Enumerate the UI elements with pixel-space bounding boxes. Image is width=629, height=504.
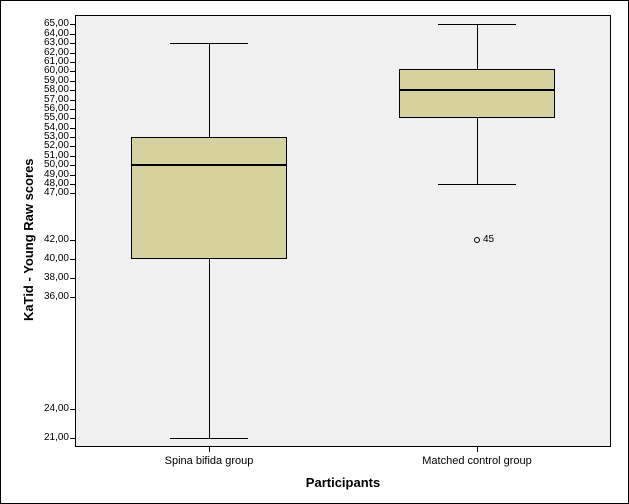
y-tick-mark	[70, 100, 75, 101]
y-tick-label: 36,00	[35, 291, 69, 302]
y-tick-mark	[70, 43, 75, 44]
y-tick-label: 24,00	[35, 403, 69, 414]
boxplot-whisker-cap-upper	[438, 24, 516, 25]
y-tick-label: 42,00	[35, 234, 69, 245]
y-tick-mark	[70, 193, 75, 194]
x-axis-title: Participants	[306, 475, 380, 490]
y-tick-mark	[70, 184, 75, 185]
y-tick-label: 48,00	[35, 178, 69, 189]
boxplot-median	[131, 164, 287, 166]
y-tick-label: 21,00	[35, 432, 69, 443]
y-axis-title: KaTid - Young Raw scores	[21, 158, 36, 321]
y-tick-label: 40,00	[35, 253, 69, 264]
boxplot-whisker-cap-upper	[170, 43, 248, 44]
boxplot-box	[131, 137, 287, 259]
y-tick-mark	[70, 240, 75, 241]
y-tick-label: 49,00	[35, 169, 69, 180]
boxplot-whisker-upper	[477, 24, 478, 69]
y-tick-label: 53,00	[35, 131, 69, 142]
y-tick-label: 61,00	[35, 56, 69, 67]
boxplot-whisker-lower	[477, 118, 478, 184]
y-tick-mark	[70, 53, 75, 54]
y-tick-mark	[70, 165, 75, 166]
y-tick-mark	[70, 259, 75, 260]
y-tick-mark	[70, 81, 75, 82]
y-tick-mark	[70, 438, 75, 439]
boxplot-whisker-upper	[209, 43, 210, 137]
y-tick-mark	[70, 278, 75, 279]
y-tick-label: 62,00	[35, 47, 69, 58]
y-tick-mark	[70, 71, 75, 72]
y-tick-mark	[70, 34, 75, 35]
boxplot-whisker-cap-lower	[438, 184, 516, 185]
y-tick-label: 54,00	[35, 122, 69, 133]
y-tick-label: 55,00	[35, 112, 69, 123]
y-tick-label: 58,00	[35, 84, 69, 95]
y-tick-mark	[70, 24, 75, 25]
y-tick-label: 38,00	[35, 272, 69, 283]
x-category-label: Spina bifida group	[165, 455, 254, 467]
chart-container: KaTid - Young Raw scores Participants 21…	[0, 0, 629, 504]
x-category-label: Matched control group	[422, 455, 531, 467]
y-tick-label: 47,00	[35, 187, 69, 198]
y-tick-mark	[70, 118, 75, 119]
y-tick-mark	[70, 156, 75, 157]
y-tick-label: 56,00	[35, 103, 69, 114]
y-tick-mark	[70, 137, 75, 138]
y-tick-label: 65,00	[35, 18, 69, 29]
y-tick-label: 63,00	[35, 37, 69, 48]
y-tick-label: 64,00	[35, 28, 69, 39]
y-tick-label: 51,00	[35, 150, 69, 161]
y-tick-mark	[70, 146, 75, 147]
x-tick-mark	[477, 447, 478, 452]
y-tick-mark	[70, 297, 75, 298]
y-tick-mark	[70, 175, 75, 176]
y-tick-mark	[70, 62, 75, 63]
y-tick-mark	[70, 109, 75, 110]
y-tick-label: 57,00	[35, 94, 69, 105]
y-tick-label: 59,00	[35, 75, 69, 86]
boxplot-whisker-lower	[209, 259, 210, 437]
y-tick-mark	[70, 128, 75, 129]
boxplot-box	[399, 69, 555, 118]
y-tick-label: 60,00	[35, 65, 69, 76]
boxplot-outlier-label: 45	[483, 234, 494, 245]
boxplot-median	[399, 89, 555, 91]
y-tick-label: 52,00	[35, 140, 69, 151]
x-tick-mark	[209, 447, 210, 452]
y-tick-mark	[70, 90, 75, 91]
y-tick-label: 50,00	[35, 159, 69, 170]
y-tick-mark	[70, 409, 75, 410]
boxplot-whisker-cap-lower	[170, 438, 248, 439]
